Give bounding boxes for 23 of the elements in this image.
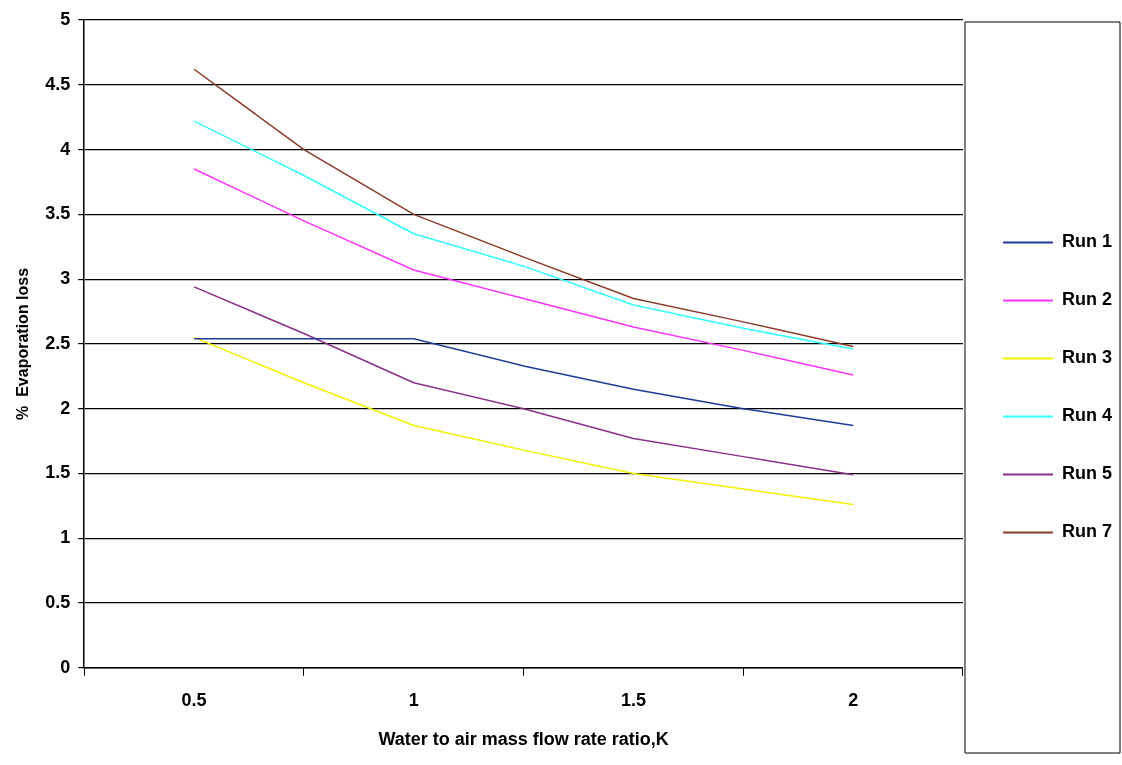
- y-tick-label: 0: [60, 656, 71, 677]
- y-axis-title: % Evaporation loss: [14, 267, 32, 420]
- x-tick-label: 2: [848, 689, 859, 710]
- legend-label: Run 7: [1062, 521, 1113, 542]
- x-tick-label: 1.5: [620, 689, 646, 710]
- x-tick-label: 1: [408, 689, 419, 710]
- x-tick-label: 0.5: [181, 689, 207, 710]
- legend-label: Run 1: [1062, 231, 1113, 252]
- y-tick-label: 3.5: [45, 203, 71, 224]
- legend-label: Run 2: [1062, 289, 1113, 310]
- y-tick-label: 1.5: [45, 462, 71, 483]
- y-tick-label: 0.5: [45, 591, 71, 612]
- legend-label: Run 4: [1062, 405, 1113, 426]
- x-axis-title: Water to air mass flow rate ratio,K: [378, 729, 669, 750]
- y-tick-label: 2.5: [45, 332, 71, 353]
- y-tick-label: 2: [60, 397, 71, 418]
- y-tick-label: 5: [60, 8, 71, 29]
- y-tick-label: 3: [60, 268, 71, 289]
- y-tick-label: 4: [60, 138, 71, 159]
- y-tick-label: 1: [60, 527, 71, 548]
- legend-label: Run 3: [1062, 347, 1113, 368]
- legend-label: Run 5: [1062, 463, 1113, 484]
- y-tick-label: 4.5: [45, 73, 71, 94]
